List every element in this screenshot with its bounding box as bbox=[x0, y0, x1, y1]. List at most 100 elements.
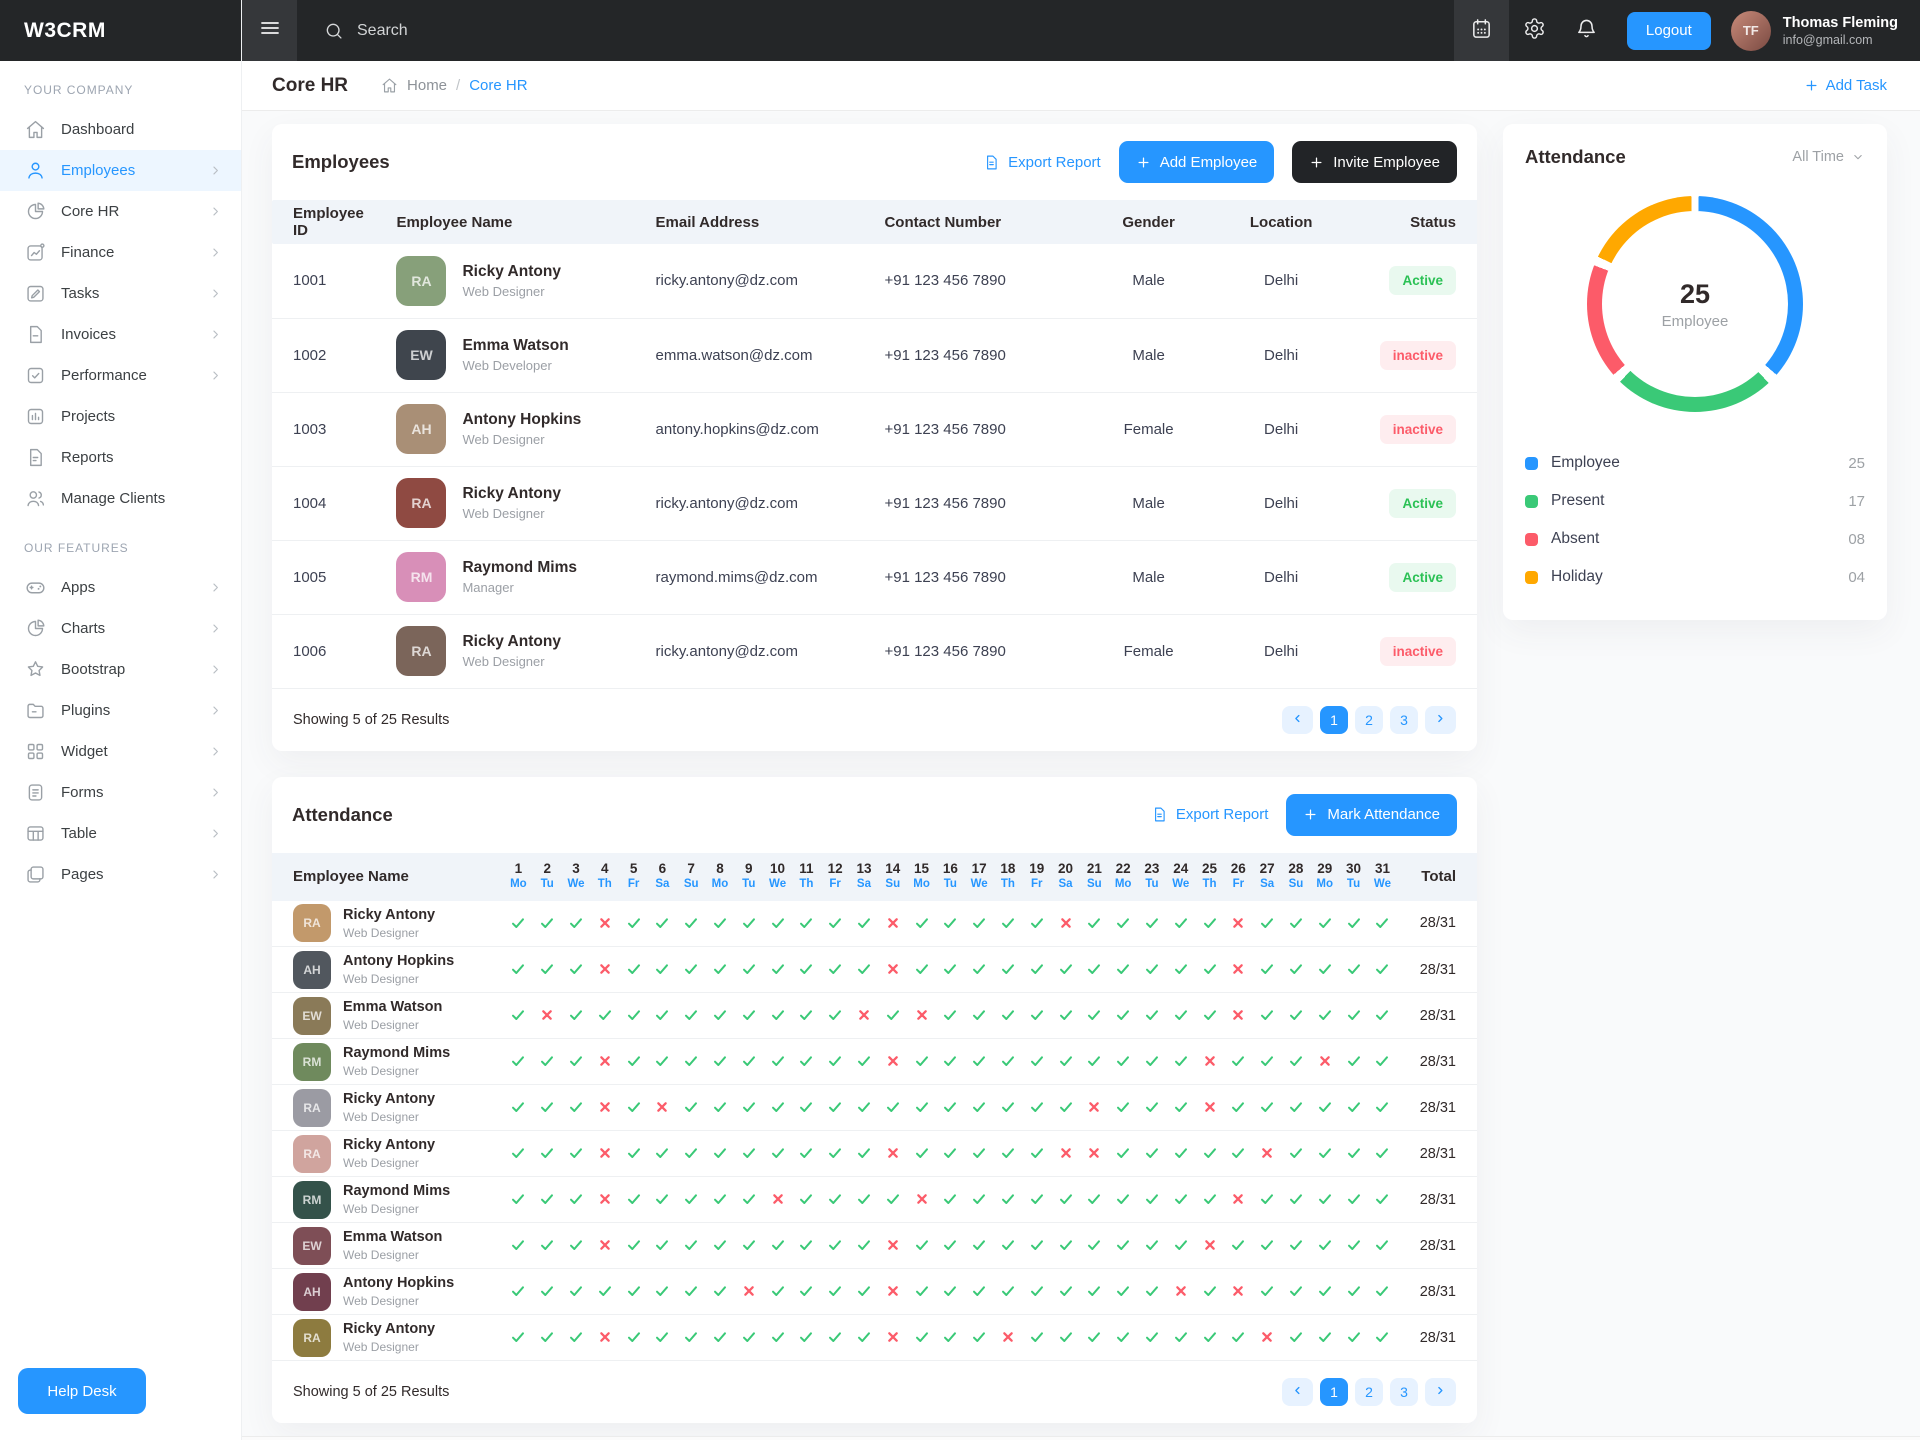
mark-attendance-button[interactable]: Mark Attendance bbox=[1286, 793, 1457, 836]
sidebar-item-employees[interactable]: Employees bbox=[0, 150, 241, 191]
breadcrumb-home-link[interactable]: Home bbox=[407, 77, 448, 94]
check-icon bbox=[1115, 1237, 1131, 1253]
attendance-mark-present bbox=[1137, 1268, 1167, 1315]
day-column-header: 20 Sa bbox=[1051, 852, 1080, 901]
sidebar-item-table[interactable]: Table bbox=[0, 813, 241, 854]
attendance-mark-present bbox=[907, 1038, 936, 1085]
chevron-right-icon bbox=[208, 245, 223, 260]
legend-label: Employee bbox=[1551, 454, 1620, 471]
check-icon bbox=[1058, 1191, 1074, 1207]
attendance-mark-present bbox=[1079, 1314, 1109, 1361]
day-column-header: 23 Tu bbox=[1137, 852, 1167, 901]
time-filter-dropdown[interactable]: All Time bbox=[1792, 149, 1865, 165]
sidebar-item-projects[interactable]: Projects bbox=[0, 396, 241, 437]
check-icon bbox=[683, 1237, 699, 1253]
search-input[interactable] bbox=[357, 21, 697, 40]
attendance-mark-present bbox=[993, 1176, 1023, 1223]
user-icon bbox=[25, 160, 46, 181]
help-desk-button[interactable]: Help Desk bbox=[18, 1368, 146, 1414]
attendance-mark-present bbox=[532, 1084, 562, 1131]
search-bar[interactable] bbox=[297, 21, 1454, 41]
pagination-prev-button[interactable] bbox=[1282, 1378, 1313, 1406]
check-icon bbox=[1374, 1191, 1390, 1207]
check-icon bbox=[1173, 1329, 1189, 1345]
chevron-right-icon bbox=[208, 703, 223, 718]
check-icon bbox=[942, 961, 958, 977]
pagination-prev-button[interactable] bbox=[1282, 705, 1313, 734]
attendance-mark-present bbox=[1195, 1314, 1224, 1361]
sidebar-item-label: Invoices bbox=[61, 326, 117, 343]
user-profile[interactable]: TF Thomas Fleming info@gmail.com bbox=[1730, 10, 1920, 51]
check-icon bbox=[1173, 961, 1189, 977]
pagination-page-2[interactable]: 2 bbox=[1355, 705, 1383, 734]
sidebar-item-forms[interactable]: Forms bbox=[0, 772, 241, 813]
sidebar-item-widget[interactable]: Widget bbox=[0, 731, 241, 772]
check-icon bbox=[971, 1099, 987, 1115]
cross-icon bbox=[914, 1007, 930, 1023]
attendance-card-header: Attendance Export Report Mark Attendance bbox=[272, 777, 1477, 853]
chevron-right-icon bbox=[208, 286, 223, 301]
attendance-mark-present bbox=[1281, 946, 1311, 993]
user-avatar: TF bbox=[1730, 10, 1771, 51]
pagination-next-button[interactable] bbox=[1425, 1378, 1456, 1406]
sidebar-item-manage-clients[interactable]: Manage Clients bbox=[0, 478, 241, 519]
attendance-mark-present bbox=[1079, 992, 1109, 1039]
attendance-mark-present bbox=[504, 1084, 533, 1131]
logout-button[interactable]: Logout bbox=[1626, 11, 1711, 50]
attendance-mark-present bbox=[935, 1038, 965, 1085]
attendance-mark-present bbox=[1079, 946, 1109, 993]
attendance-mark-present bbox=[647, 946, 677, 993]
attendance-mark-present bbox=[1252, 900, 1282, 947]
attendance-mark-present bbox=[1022, 992, 1052, 1039]
sidebar-item-core-hr[interactable]: Core HR bbox=[0, 191, 241, 232]
sidebar-item-tasks[interactable]: Tasks bbox=[0, 273, 241, 314]
add-employee-button[interactable]: Add Employee bbox=[1118, 141, 1275, 183]
add-task-button[interactable]: Add Task bbox=[1804, 77, 1887, 94]
attendance-mark-present bbox=[1051, 1314, 1080, 1361]
attendance-mark-present bbox=[1166, 900, 1196, 947]
sidebar-item-apps[interactable]: Apps bbox=[0, 567, 241, 608]
sidebar-item-plugins[interactable]: Plugins bbox=[0, 690, 241, 731]
sidebar-item-bootstrap[interactable]: Bootstrap bbox=[0, 649, 241, 690]
pagination-page-3[interactable]: 3 bbox=[1390, 1378, 1418, 1406]
table-row: EW Emma Watson Web Designer 28/31 bbox=[272, 1222, 1477, 1269]
export-report-button[interactable]: Export Report bbox=[983, 154, 1101, 171]
chart-legend: Employee 25 Present 17 Absent 08 Holiday… bbox=[1503, 418, 1887, 620]
sidebar-item-charts[interactable]: Charts bbox=[0, 608, 241, 649]
calendar-button[interactable] bbox=[1453, 0, 1509, 61]
sidebar-item-finance[interactable]: Finance bbox=[0, 232, 241, 273]
chevron-right-icon bbox=[1434, 712, 1447, 728]
pagination-page-1[interactable]: 1 bbox=[1320, 705, 1348, 734]
pagination-page-1[interactable]: 1 bbox=[1320, 1378, 1348, 1406]
sidebar-item-dashboard[interactable]: Dashboard bbox=[0, 109, 241, 150]
check-icon bbox=[683, 1329, 699, 1345]
sidebar-item-reports[interactable]: Reports bbox=[0, 437, 241, 478]
check-icon bbox=[1346, 1053, 1362, 1069]
attendance-mark-present bbox=[993, 900, 1023, 947]
check-icon bbox=[1317, 1145, 1333, 1161]
employee-email-link[interactable]: antony.hopkins@dz.com bbox=[645, 392, 875, 467]
pagination-next-button[interactable] bbox=[1425, 705, 1456, 734]
settings-button[interactable] bbox=[1509, 17, 1561, 45]
employee-email-link[interactable]: ricky.antony@dz.com bbox=[645, 466, 875, 541]
pagination-page-3[interactable]: 3 bbox=[1390, 705, 1418, 734]
sidebar-item-pages[interactable]: Pages bbox=[0, 854, 241, 895]
avatar: EW bbox=[293, 996, 331, 1035]
attendance-mark-present bbox=[705, 1268, 735, 1315]
employee-role: Web Designer bbox=[343, 1202, 419, 1217]
sidebar-item-invoices[interactable]: Invoices bbox=[0, 314, 241, 355]
attendance-mark-present bbox=[1252, 1176, 1282, 1223]
export-report-button[interactable]: Export Report bbox=[1151, 806, 1268, 823]
employee-email-link[interactable]: raymond.mims@dz.com bbox=[645, 540, 875, 615]
employee-email-link[interactable]: ricky.antony@dz.com bbox=[645, 244, 875, 319]
pagination-page-2[interactable]: 2 bbox=[1355, 1378, 1383, 1406]
employee-email-link[interactable]: ricky.antony@dz.com bbox=[645, 614, 875, 689]
notifications-button[interactable] bbox=[1561, 17, 1613, 45]
invite-employee-button[interactable]: Invite Employee bbox=[1292, 141, 1457, 183]
employee-email-link[interactable]: emma.watson@dz.com bbox=[645, 318, 875, 393]
hamburger-menu-button[interactable] bbox=[242, 0, 297, 61]
sidebar-item-performance[interactable]: Performance bbox=[0, 355, 241, 396]
attendance-mark-absent bbox=[878, 900, 908, 947]
attendance-mark-present bbox=[1281, 992, 1311, 1039]
